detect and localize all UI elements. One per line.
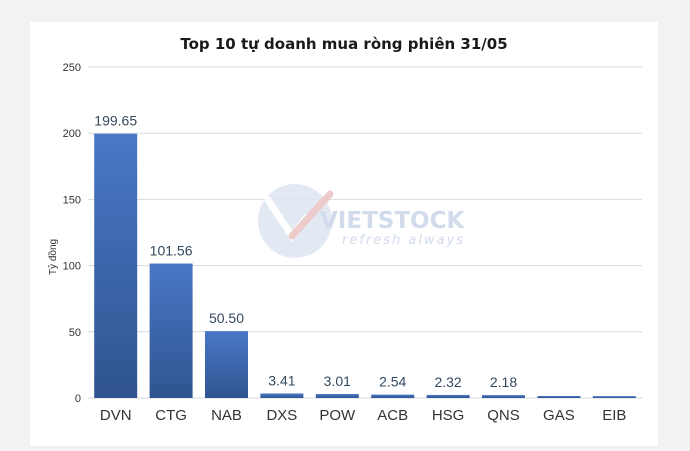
x-tick-label: GAS	[543, 407, 575, 424]
x-tick-label: QNS	[487, 407, 520, 424]
chart-card: Top 10 tự doanh mua ròng phiên 31/05 Tỷ …	[30, 22, 658, 446]
data-label: 199.65	[94, 113, 137, 129]
bar-pow	[315, 394, 359, 398]
bar-qns	[482, 395, 525, 398]
x-tick-label: EIB	[602, 407, 626, 424]
bar-nab	[205, 331, 248, 398]
bar-gas	[537, 396, 581, 398]
chart-title: Top 10 tự doanh mua ròng phiên 31/05	[180, 35, 507, 53]
x-tick-label: CTG	[155, 407, 187, 424]
data-label: 50.50	[209, 310, 244, 326]
data-label: 2.18	[490, 374, 517, 390]
bar-hsg	[426, 394, 470, 398]
x-tick-label: NAB	[211, 407, 242, 424]
bar-acb	[371, 394, 415, 398]
data-label: 2.32	[434, 374, 461, 390]
data-label: 3.41	[268, 372, 295, 388]
y-tick-label: 200	[63, 128, 81, 140]
y-axis-label: Tỷ đồng	[47, 239, 59, 275]
bars	[94, 133, 636, 398]
bar-chart: Top 10 tự doanh mua ròng phiên 31/05 Tỷ …	[47, 35, 642, 424]
bar-ctg	[149, 263, 193, 398]
x-tick-label: HSG	[432, 407, 465, 424]
data-label: 2.54	[379, 374, 406, 390]
x-tick-labels: DVN CTG NAB DXS POW ACB HSG QNS GAS EIB	[100, 407, 627, 424]
data-labels: 199.65 101.56 50.50 3.41 3.01 2.54 2.32 2.18	[94, 113, 517, 390]
data-label: 3.01	[324, 373, 351, 389]
data-label: 101.56	[150, 243, 193, 259]
watermark-logo-icon	[258, 184, 334, 258]
y-tick-label: 100	[63, 261, 81, 273]
watermark-tagline: refresh always	[342, 233, 465, 248]
y-tick-label: 50	[69, 327, 81, 339]
watermark-brand: VIETSTOCK	[320, 208, 465, 234]
x-tick-label: DXS	[266, 407, 297, 424]
bar-dxs	[260, 393, 304, 398]
y-tick-label: 250	[63, 62, 81, 74]
vietstock-watermark: VIETSTOCK refresh always	[258, 184, 465, 258]
bar-eib	[592, 396, 636, 398]
x-tick-label: ACB	[377, 407, 408, 424]
y-tick-label: 150	[63, 194, 81, 206]
x-tick-label: POW	[319, 407, 356, 424]
bar-dvn	[94, 133, 138, 398]
y-tick-label: 0	[75, 393, 81, 405]
y-tick-labels: 0 50 100 150 200 250	[63, 62, 81, 405]
x-tick-label: DVN	[100, 407, 132, 424]
